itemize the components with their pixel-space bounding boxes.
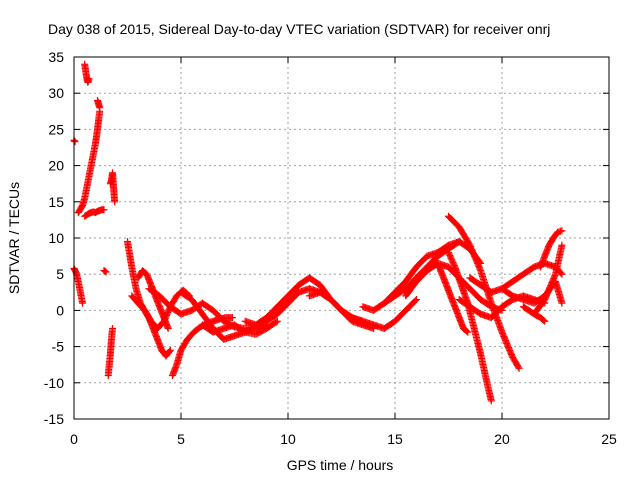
data-point [96,104,104,112]
series-arc07 [100,267,110,276]
series-arc02 [70,264,87,307]
series-arc23 [434,259,472,336]
data-point [166,346,174,354]
data-point [109,325,117,332]
data-point [464,328,472,336]
x-tick-label: 0 [70,431,78,447]
x-axis-label: GPS time / hours [287,457,394,473]
data-point [558,299,566,307]
series-arc25 [445,212,523,372]
grid [74,57,609,419]
y-tick-label: -15 [44,411,64,427]
series-arc01 [70,136,79,146]
y-tick-label: 0 [56,302,64,318]
series-arc29 [537,227,566,271]
y-tick-label: 25 [48,121,64,137]
data-point [71,138,79,146]
data-point [558,270,566,278]
data-point [102,268,110,276]
data-point [273,317,281,325]
data-point [100,206,108,214]
y-tick-label: -5 [52,339,65,355]
y-tick-label: 20 [48,158,64,174]
chart-title: Day 038 of 2015, Sidereal Day-to-day VTE… [48,21,550,37]
y-tick-label: 15 [48,194,64,210]
series-arc04 [81,60,93,86]
y-tick-label: 5 [56,266,64,282]
data-point [514,363,522,371]
series-arc06 [94,96,104,112]
series-arc09 [106,169,119,206]
data-point [463,327,471,335]
series-arc30 [519,241,566,318]
x-tick-label: 20 [494,431,510,447]
series-arc19 [305,288,420,332]
data-point [165,347,173,355]
series-arc05 [81,206,108,220]
data-point [558,227,566,235]
series-arc31 [530,310,549,325]
data-point [85,75,93,83]
data-point [272,318,280,326]
data-point [164,325,172,332]
y-tick-label: -10 [44,375,64,391]
plot-frame [73,56,610,420]
series-arc03 [74,107,104,217]
y-tick-label: 35 [48,49,64,65]
x-tick-label: 10 [280,431,296,447]
y-axis-label: SDTVAR / TECUs [6,182,22,294]
y-tick-label: 30 [48,85,64,101]
data-point [412,296,420,304]
series-arc11 [134,267,172,332]
data-marks [70,60,566,405]
data-point [111,198,119,206]
data-point [540,316,548,324]
series-arc08 [104,325,117,380]
data-point [411,297,419,305]
series-arc16 [198,317,281,338]
y-tick-label: 10 [48,230,64,246]
x-tick-label: 25 [601,431,617,447]
data-point [487,397,495,405]
data-point [515,364,523,372]
data-point [101,267,109,275]
data-point [79,299,87,307]
data-point [558,241,566,249]
x-tick-label: 15 [387,431,403,447]
data-point [541,317,549,325]
data-point [228,314,236,322]
x-tick-label: 5 [177,431,185,447]
